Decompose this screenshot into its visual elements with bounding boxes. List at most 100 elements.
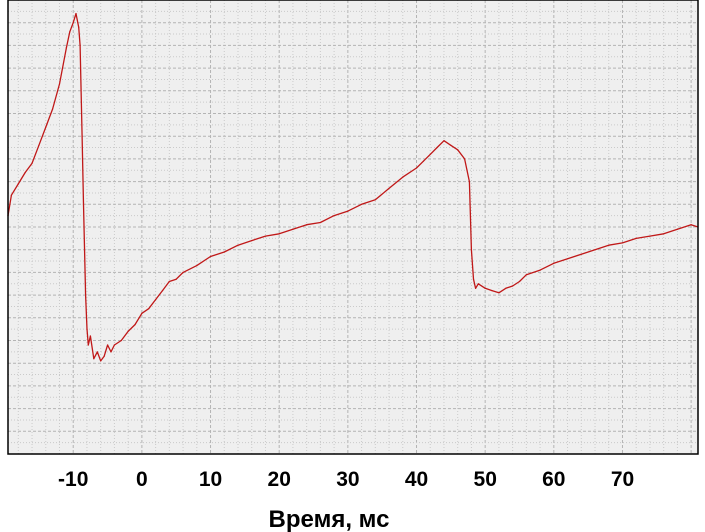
data-point <box>161 290 164 292</box>
data-point <box>79 44 81 47</box>
data-point <box>175 278 177 280</box>
data-point <box>75 13 77 15</box>
x-tick-label: 40 <box>405 468 428 491</box>
data-point <box>429 153 431 155</box>
data-point <box>86 328 88 330</box>
data-point <box>443 140 445 142</box>
x-tick-label: 10 <box>199 468 222 491</box>
data-point <box>45 126 47 128</box>
data-point <box>155 299 157 301</box>
x-tick-label: 50 <box>474 468 497 491</box>
data-point <box>468 181 470 183</box>
data-point <box>436 146 438 149</box>
data-point <box>525 274 528 276</box>
data-point <box>374 199 376 201</box>
data-point <box>148 308 150 310</box>
data-point <box>663 233 665 235</box>
data-point <box>635 237 637 239</box>
data-point <box>120 339 122 342</box>
data-point <box>100 360 102 362</box>
grid <box>8 0 698 454</box>
data-point <box>608 244 610 246</box>
x-tick-label: 70 <box>611 468 634 491</box>
data-point <box>567 258 569 260</box>
data-point <box>87 344 89 346</box>
data-point <box>107 344 109 346</box>
x-tick-label: 30 <box>336 468 359 491</box>
data-point <box>472 278 475 280</box>
data-point <box>676 228 679 230</box>
data-point <box>333 215 335 217</box>
data-point <box>223 251 225 253</box>
data-point <box>237 244 239 246</box>
series-layer <box>7 12 699 362</box>
data-point <box>89 335 91 337</box>
data-point <box>17 183 19 185</box>
data-point <box>347 210 349 212</box>
data-point <box>209 255 212 258</box>
data-point <box>319 221 321 224</box>
data-point <box>484 287 486 289</box>
data-point <box>505 287 507 289</box>
data-point <box>402 176 404 178</box>
data-point <box>85 294 87 296</box>
data-point <box>511 285 514 287</box>
data-point <box>168 280 170 283</box>
data-point <box>457 149 459 151</box>
data-point <box>450 144 452 146</box>
x-tick-label: 20 <box>268 468 291 491</box>
data-point <box>553 262 555 264</box>
x-tick-labels: -10 0 10 20 30 40 50 60 70 <box>58 468 634 491</box>
data-point <box>65 47 67 49</box>
data-point <box>264 235 267 237</box>
x-axis-title: Время, мс <box>269 506 390 532</box>
data-point <box>52 108 54 110</box>
data-point <box>96 351 98 353</box>
data-point <box>31 162 33 164</box>
data-point <box>141 312 143 314</box>
data-point <box>196 265 198 267</box>
data-point <box>690 224 692 226</box>
data-point <box>251 240 253 242</box>
data-point <box>103 355 105 357</box>
data-point <box>58 83 61 85</box>
data-point <box>388 187 390 189</box>
data-point <box>292 228 294 230</box>
data-point <box>306 224 308 226</box>
data-point <box>69 31 71 33</box>
data-point <box>422 160 424 162</box>
data-point <box>78 26 80 28</box>
data-point <box>470 249 472 251</box>
data-point <box>127 330 129 332</box>
x-tick-label: 60 <box>542 468 565 491</box>
data-point <box>580 253 582 255</box>
data-point <box>464 158 466 160</box>
data-point <box>113 344 115 346</box>
x-tick-label: 0 <box>136 468 148 491</box>
data-point <box>491 290 493 292</box>
data-point <box>24 171 26 174</box>
plot-frame <box>7 0 699 455</box>
x-tick-label: -10 <box>58 468 88 491</box>
data-point <box>38 144 40 146</box>
data-point <box>361 203 363 205</box>
data-point <box>621 242 624 244</box>
data-point <box>10 194 12 196</box>
data-point <box>110 351 112 353</box>
data-point <box>134 324 136 326</box>
data-point <box>498 292 500 294</box>
data-point <box>518 280 521 283</box>
data-point <box>72 22 74 24</box>
data-point <box>415 167 418 169</box>
data-point <box>278 233 280 235</box>
data-point <box>477 283 479 285</box>
data-point <box>81 135 83 137</box>
data-point <box>539 269 541 271</box>
data-point <box>594 249 596 251</box>
data-point <box>93 358 95 360</box>
data-point <box>82 203 85 205</box>
data-point <box>182 271 184 273</box>
data-point <box>475 287 477 289</box>
data-point <box>649 235 651 237</box>
